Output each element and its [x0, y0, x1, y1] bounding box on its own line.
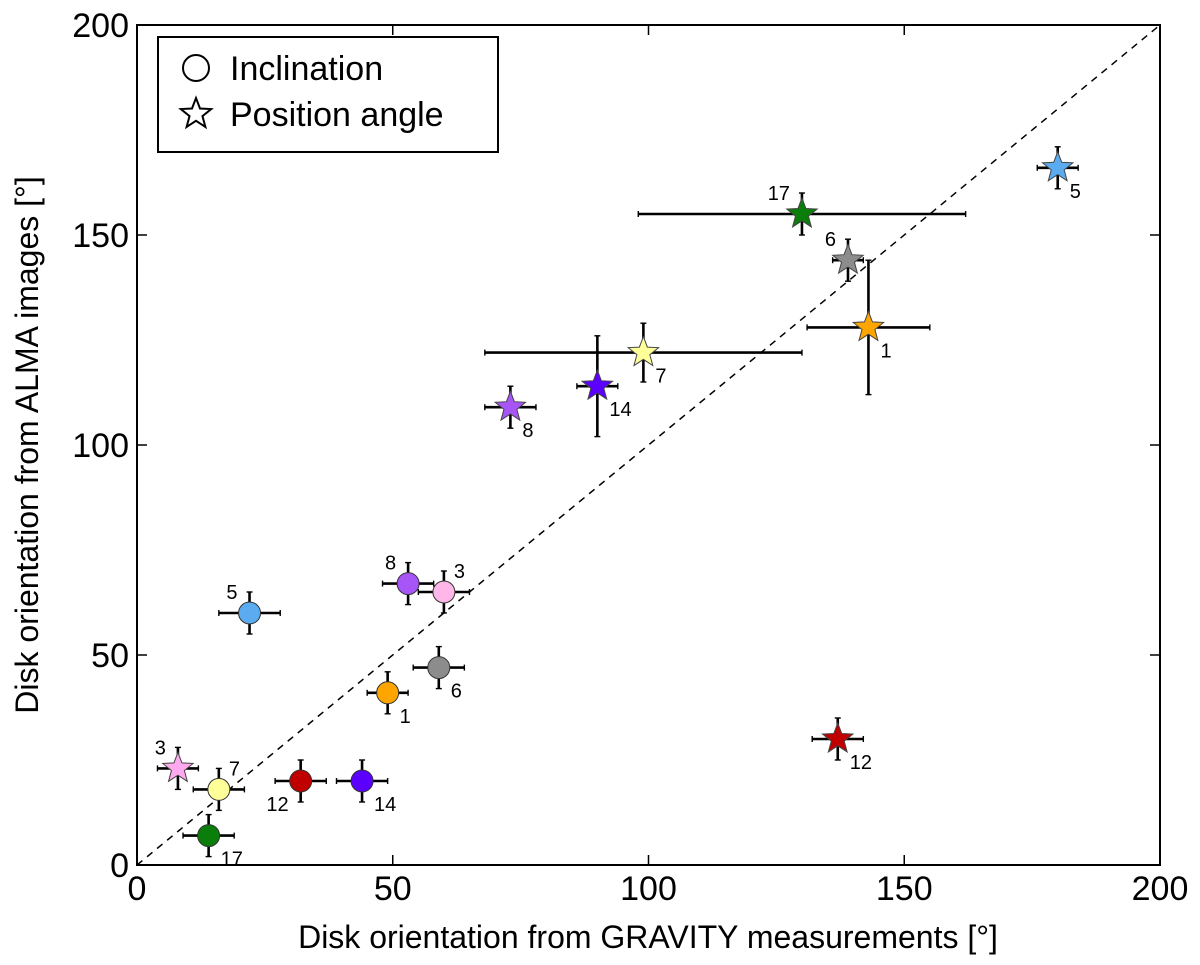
legend-star-shape — [178, 95, 214, 130]
point-label-star-1: 1 — [880, 340, 891, 362]
inclination-point-5 — [238, 601, 262, 625]
inclination-point-6 — [427, 656, 451, 680]
inclination-point-8 — [396, 572, 420, 596]
point-label-star-8: 8 — [522, 420, 533, 442]
position-angle-point-6 — [831, 242, 865, 275]
point-label-star-5: 5 — [1070, 181, 1081, 203]
point-label-circle-1: 1 — [400, 706, 411, 728]
y-tick-label: 150 — [72, 217, 129, 255]
position-angle-point-5 — [1041, 150, 1075, 182]
legend-label-inclination: Inclination — [230, 50, 383, 88]
point-label-star-7: 7 — [655, 366, 666, 388]
position-angle-point-12 — [821, 721, 855, 754]
point-label-circle-17: 17 — [221, 849, 243, 871]
x-tick-label: 200 — [1132, 870, 1189, 908]
point-label-star-6: 6 — [825, 229, 836, 251]
position-angle-point-14 — [580, 368, 614, 401]
legend-box — [157, 36, 499, 153]
point-label-circle-14: 14 — [374, 794, 396, 816]
y-axis-label: Disk orientation from ALMA images [°] — [9, 176, 45, 713]
y-tick-label: 0 — [110, 847, 129, 885]
point-label-circle-7: 7 — [229, 758, 240, 780]
point-label-circle-5: 5 — [226, 582, 237, 604]
position-angle-point-3 — [161, 750, 195, 783]
x-axis-label: Disk orientation from GRAVITY measuremen… — [298, 919, 998, 955]
y-tick-label: 50 — [91, 637, 129, 675]
position-angle-point-8 — [493, 389, 527, 422]
x-tick-label: 50 — [374, 870, 412, 908]
inclination-point-3 — [432, 580, 456, 604]
plot-frame — [136, 24, 1161, 866]
legend-circle-icon — [182, 54, 210, 82]
point-label-circle-12: 12 — [266, 794, 288, 816]
point-label-star-14: 14 — [609, 399, 631, 421]
point-label-circle-8: 8 — [385, 553, 396, 575]
point-label-star-12: 12 — [850, 752, 872, 774]
inclination-point-12 — [289, 769, 313, 793]
x-tick-label: 0 — [128, 870, 147, 908]
position-angle-point-7 — [626, 335, 660, 367]
inclination-point-1 — [376, 681, 400, 705]
x-tick-label: 150 — [876, 870, 933, 908]
position-angle-point-1 — [851, 309, 885, 342]
point-label-circle-6: 6 — [451, 681, 462, 703]
inclination-point-17 — [197, 824, 221, 848]
point-label-star-17: 17 — [768, 183, 790, 205]
legend-label-position-angle: Position angle — [230, 96, 444, 134]
position-angle-point-17 — [785, 196, 819, 229]
y-tick-label: 100 — [72, 427, 129, 465]
y-tick-label: 200 — [72, 7, 129, 45]
point-label-star-3: 3 — [155, 737, 166, 759]
plot-layer: 0 50 100 150 200 0 50 100 150 200 1 3 5 6 7 8 12 14 17 1 3 5 6… — [72, 7, 1188, 908]
inclination-point-14 — [350, 769, 374, 793]
x-tick-label: 100 — [620, 870, 677, 908]
point-label-circle-3: 3 — [454, 561, 465, 583]
legend-star-icon — [178, 95, 214, 130]
inclination-point-7 — [207, 777, 231, 801]
legend: Inclination Position angle — [157, 36, 499, 153]
